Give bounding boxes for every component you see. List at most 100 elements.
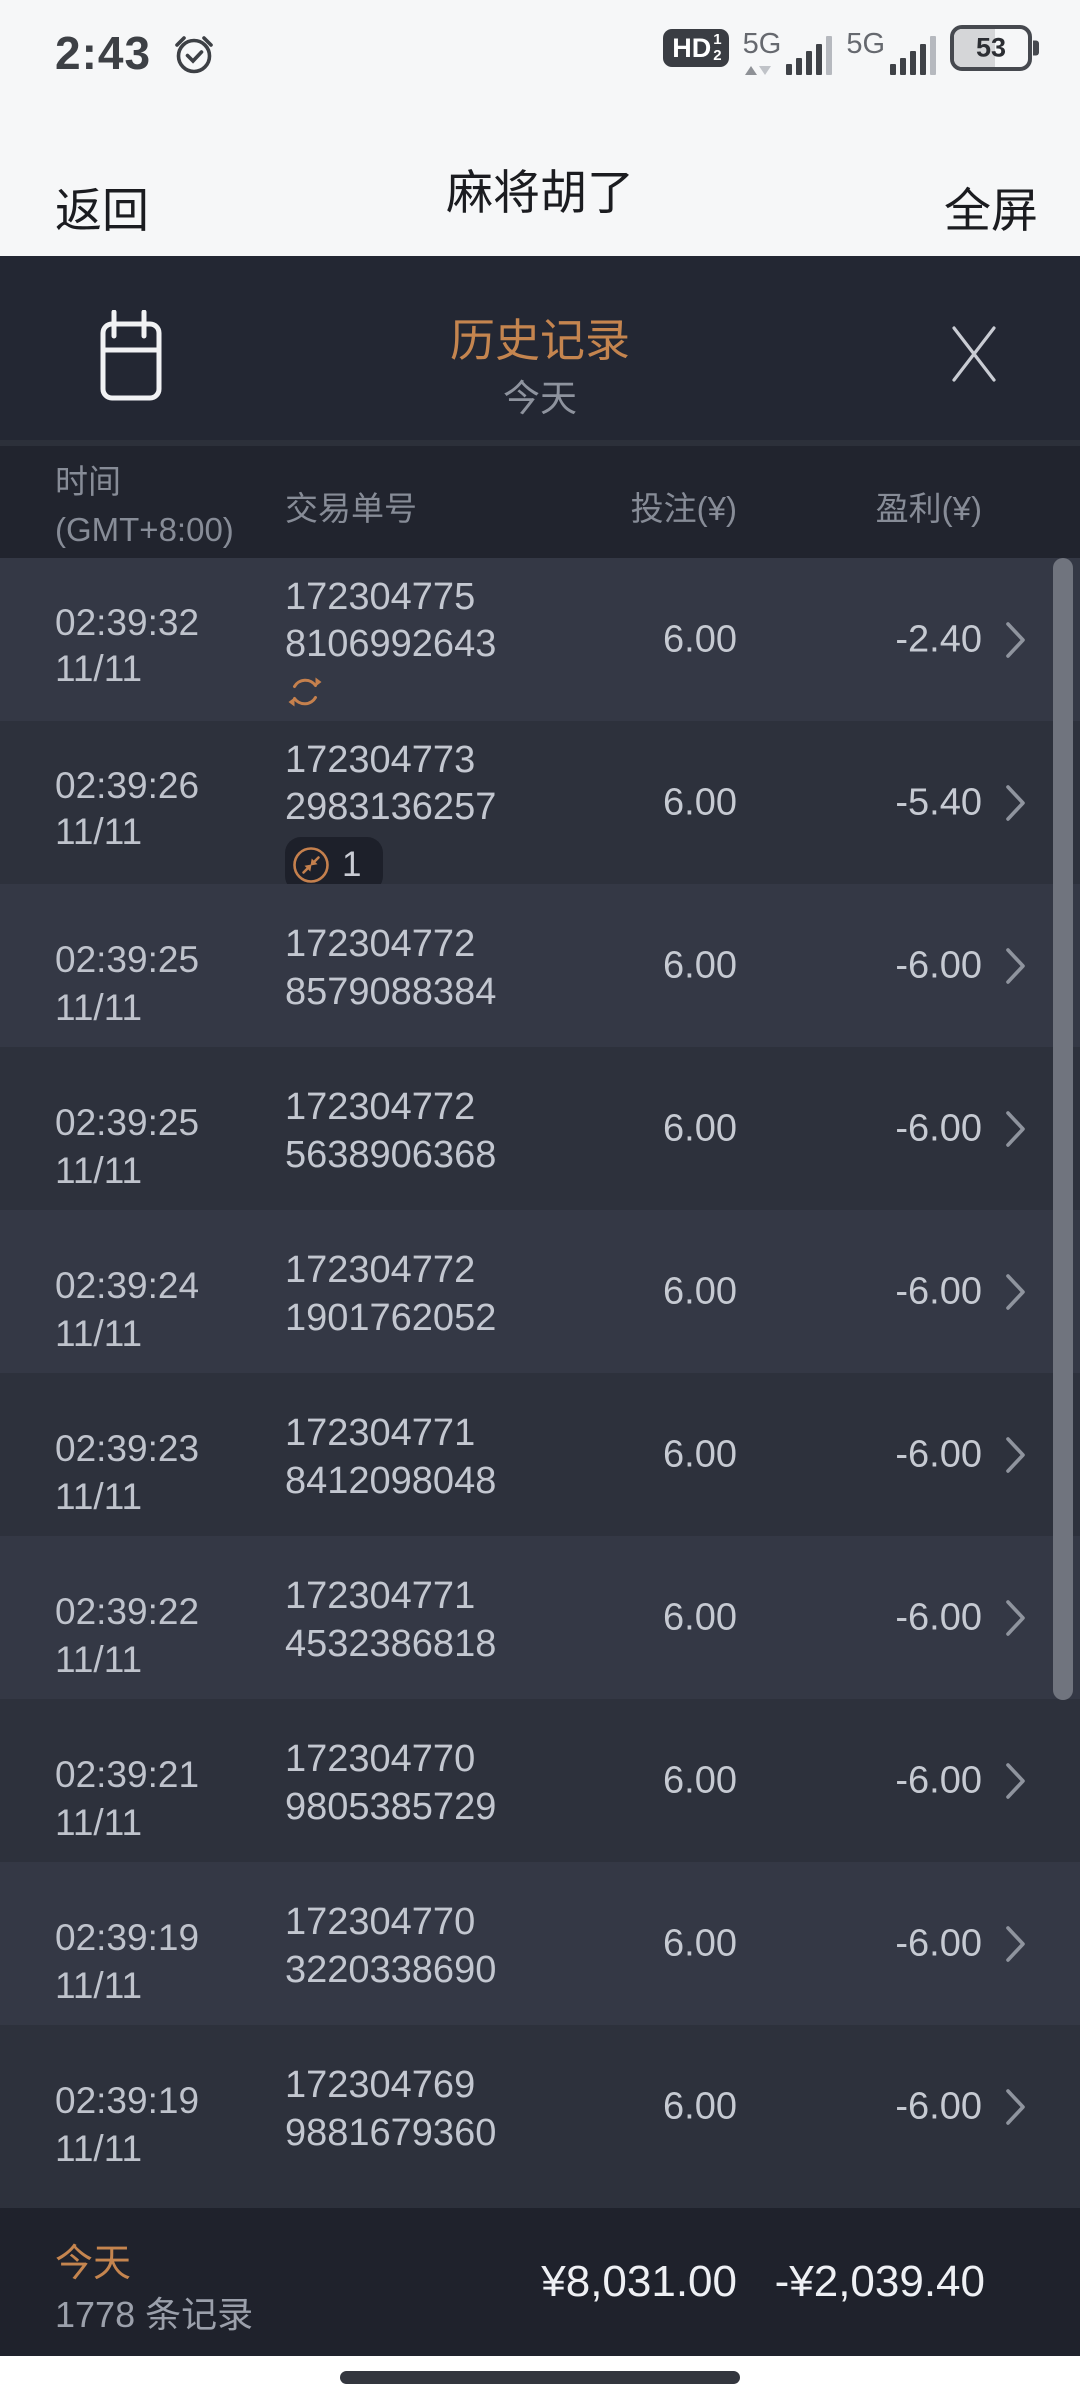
summary-profit-total: -¥2,039.40 (774, 2257, 985, 2306)
row-order: 172304772 8579088384 (285, 920, 496, 1016)
page-title: 麻将胡了 (446, 166, 634, 219)
row-profit-value: -5.40 (895, 781, 982, 823)
row-order-hi: 172304770 (285, 1738, 476, 1780)
row-time-value: 02:39:19 (55, 1917, 200, 1958)
row-profit-value: -6.00 (895, 2085, 982, 2127)
signal-sim2: 5G (846, 22, 936, 75)
back-button[interactable]: 返回 (55, 184, 149, 237)
row-order-hi: 172304772 (285, 1249, 476, 1291)
chevron-right-icon (1004, 619, 1028, 661)
row-time-value: 02:39:25 (55, 939, 200, 980)
alarm-icon (172, 32, 216, 76)
row-time: 02:39:19 11/11 (55, 2077, 199, 2173)
row-time: 02:39:25 11/11 (55, 1099, 199, 1195)
row-bet-value: 6.00 (663, 1270, 737, 1312)
row-order-hi: 172304770 (285, 1901, 476, 1943)
row-order-hi: 172304771 (285, 1412, 476, 1454)
row-time: 02:39:22 11/11 (55, 1588, 199, 1684)
row-order-hi: 172304775 (285, 576, 476, 618)
free-spins-count: 1 (342, 845, 362, 884)
table-row[interactable]: 02:39:23 11/11 172304771 8412098048 (0, 1373, 1080, 1536)
row-date-value: 11/11 (55, 1639, 143, 1680)
chevron-right-icon (1004, 1434, 1028, 1476)
data-arrows-icon (744, 65, 771, 75)
chevron-right-icon (1004, 1760, 1028, 1802)
row-order-lo: 2983136257 (285, 786, 497, 828)
history-list: 02:39:32 11/11 172304775 8106992643 (0, 558, 1080, 2188)
row-profit-value: -6.00 (895, 1107, 982, 1149)
row-date-value: 11/11 (55, 1476, 143, 1517)
row-profit-value: -6.00 (895, 1922, 982, 1964)
row-date-value: 11/11 (55, 1965, 143, 2006)
row-time-value: 02:39:26 (55, 765, 200, 806)
chevron-right-icon (1004, 1923, 1028, 1965)
battery-icon: 53 (950, 25, 1039, 71)
row-order-hi: 172304769 (285, 2064, 476, 2106)
date-filter-value: 今天 (503, 378, 577, 419)
gesture-area (0, 2356, 1080, 2400)
calendar-icon[interactable] (100, 310, 162, 402)
chevron-right-icon (1004, 945, 1028, 987)
home-indicator[interactable] (340, 2371, 740, 2384)
row-order-hi: 172304771 (285, 1575, 476, 1617)
table-row[interactable]: 02:39:19 11/11 172304770 3220338690 (0, 1862, 1080, 2025)
nav-bar: 返回 麻将胡了 全屏 (0, 96, 1080, 256)
summary-record-count: 1778 条记录 (55, 2294, 254, 2335)
row-order-lo: 3220338690 (285, 1949, 497, 1991)
table-column-header: 时间 (GMT+8:00) 交易单号 投注(¥) 盈利(¥) (0, 446, 1080, 558)
respin-icon (285, 672, 496, 712)
row-date-value: 11/11 (55, 1313, 143, 1354)
row-time-value: 02:39:23 (55, 1428, 200, 1469)
chevron-right-icon (1004, 1108, 1028, 1150)
row-order-lo: 5638906368 (285, 1134, 497, 1176)
row-time-value: 02:39:22 (55, 1591, 200, 1632)
signal-sim1: 5G (743, 22, 833, 75)
modal-header: 历史记录 今天 (0, 256, 1080, 440)
row-order: 172304772 5638906368 (285, 1083, 496, 1179)
row-order-lo: 9881679360 (285, 2112, 497, 2154)
row-bet-value: 6.00 (663, 1759, 737, 1801)
column-time: 时间 (GMT+8:00) (55, 463, 234, 548)
row-bet-value: 6.00 (663, 1433, 737, 1475)
row-time: 02:39:32 11/11 (55, 600, 199, 692)
table-row[interactable]: 02:39:19 11/11 172304769 9881679360 (0, 2025, 1080, 2188)
row-order: 172304775 8106992643 (285, 574, 496, 712)
chevron-right-icon (1004, 1271, 1028, 1313)
row-time: 02:39:23 11/11 (55, 1425, 199, 1521)
row-time-value: 02:39:19 (55, 2080, 200, 2121)
row-date-value: 11/11 (55, 811, 143, 852)
row-date-value: 11/11 (55, 1150, 143, 1191)
table-row[interactable]: 02:39:25 11/11 172304772 8579088384 (0, 884, 1080, 1047)
column-order: 交易单号 (285, 490, 417, 527)
row-time: 02:39:19 11/11 (55, 1914, 199, 2010)
list-filler (0, 2188, 1080, 2208)
close-icon[interactable] (946, 322, 1002, 386)
summary-bet-total: ¥8,031.00 (541, 2257, 737, 2306)
row-time-value: 02:39:24 (55, 1265, 200, 1306)
table-row[interactable]: 02:39:21 11/11 172304770 9805385729 (0, 1699, 1080, 1862)
table-row[interactable]: 02:39:25 11/11 172304772 5638906368 (0, 1047, 1080, 1210)
column-profit: 盈利(¥) (875, 490, 982, 527)
table-row[interactable]: 02:39:32 11/11 172304775 8106992643 (0, 558, 1080, 721)
row-bet-value: 6.00 (663, 1922, 737, 1964)
row-order-lo: 8579088384 (285, 971, 497, 1013)
row-order: 172304771 4532386818 (285, 1572, 496, 1668)
row-order-lo: 1901762052 (285, 1297, 497, 1339)
row-time-value: 02:39:21 (55, 1754, 200, 1795)
fullscreen-button[interactable]: 全屏 (944, 184, 1038, 237)
history-modal: 历史记录 今天 时间 (GMT+8:00) 交易单号 投注(¥) 盈利(¥) 0… (0, 256, 1080, 2356)
scrollbar[interactable] (1053, 558, 1073, 1700)
table-row[interactable]: 02:39:26 11/11 172304773 2983136257 (0, 721, 1080, 892)
table-row[interactable]: 02:39:22 11/11 172304771 4532386818 (0, 1536, 1080, 1699)
divider (0, 440, 1080, 446)
row-bet-value: 6.00 (663, 1596, 737, 1638)
row-time: 02:39:24 11/11 (55, 1262, 199, 1358)
row-order-lo: 9805385729 (285, 1786, 497, 1828)
column-bet: 投注(¥) (630, 490, 737, 527)
row-profit-value: -2.40 (895, 618, 982, 660)
signal-bars-icon (786, 35, 833, 75)
table-row[interactable]: 02:39:24 11/11 172304772 1901762052 (0, 1210, 1080, 1373)
